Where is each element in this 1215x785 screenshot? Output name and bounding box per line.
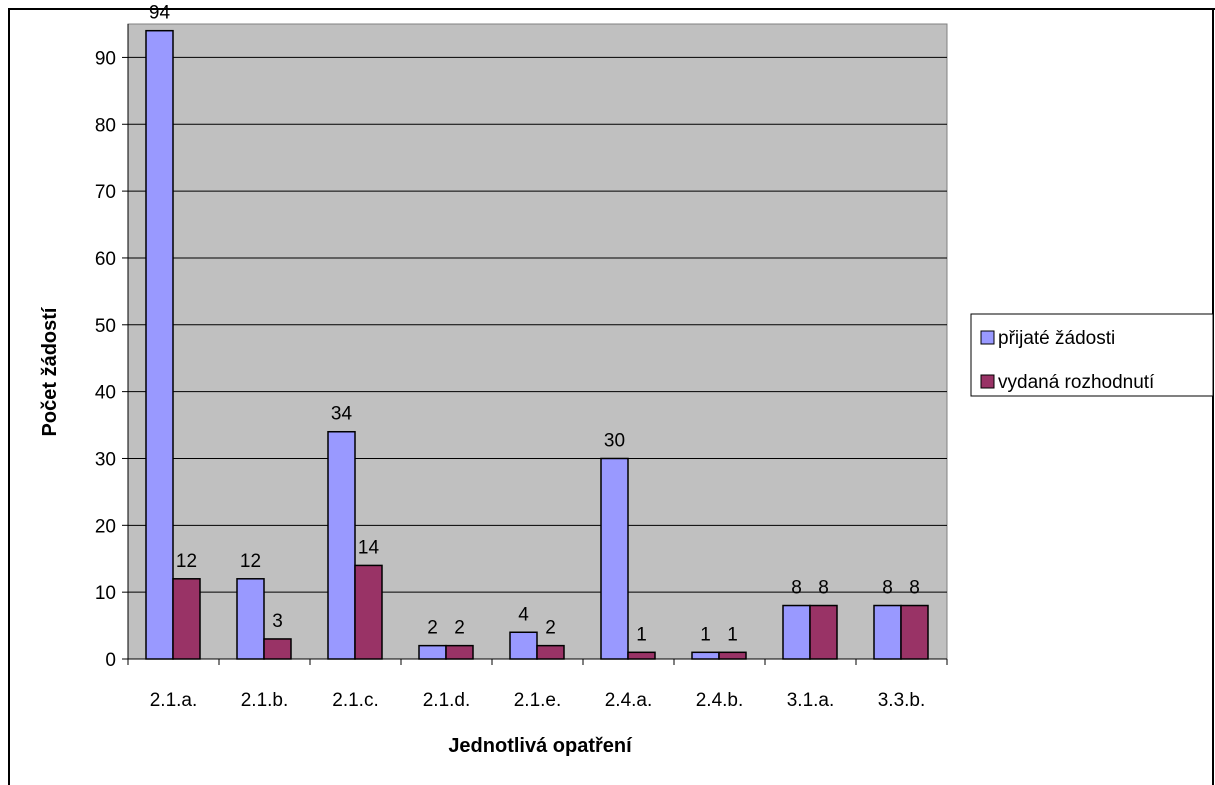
bar-vydana: [172, 578, 201, 660]
y-tick-label: 90: [95, 48, 116, 69]
bar-prijate: [145, 29, 174, 660]
tick-labels: 0 10 20 30 40 50 60 70 80 90 2.1.a. 2.1.b. 2.1.c. 2.1…: [95, 48, 925, 711]
data-label: 8: [882, 578, 893, 599]
y-axis-title: Počet žádostí: [39, 306, 61, 436]
x-axis-title: Jednotlivá opatření: [448, 735, 633, 757]
data-label: 1: [727, 624, 738, 645]
x-tick-label: 2.1.d.: [423, 690, 471, 711]
data-label: 1: [700, 624, 711, 645]
x-tick-label: 2.4.b.: [696, 690, 744, 711]
x-tick-label: 2.4.a.: [605, 690, 653, 711]
data-label: 34: [331, 404, 353, 425]
bar-prijate: [509, 631, 538, 660]
data-label: 4: [518, 604, 529, 625]
data-label: 2: [427, 618, 438, 639]
bar-vydana: [900, 604, 929, 660]
data-label: 1: [636, 624, 647, 645]
data-label: 2: [545, 618, 556, 639]
x-tick-label: 3.3.b.: [878, 690, 926, 711]
bar-prijate: [418, 644, 447, 660]
data-label: 8: [791, 578, 802, 599]
legend-swatch-prijate: [980, 330, 995, 345]
y-tick-label: 0: [105, 650, 116, 671]
legend-label-vydana: vydaná rozhodnutí: [998, 372, 1155, 393]
y-tick-label: 20: [95, 516, 116, 537]
data-label: 2: [454, 618, 465, 639]
bar-vydana: [354, 564, 383, 660]
gridlines: [128, 56, 947, 593]
plot-area: [127, 23, 948, 660]
x-tick-label: 3.1.a.: [787, 690, 835, 711]
data-label: 8: [909, 578, 920, 599]
legend: přijaté žádosti vydaná rozhodnutí: [970, 313, 1214, 397]
x-tick-label: 2.1.b.: [241, 690, 289, 711]
data-label: 8: [818, 578, 829, 599]
bar-prijate: [600, 457, 629, 660]
data-label: 12: [240, 551, 261, 572]
x-tick-label: 2.1.a.: [150, 690, 198, 711]
y-tick-label: 60: [95, 249, 116, 270]
bar-prijate: [236, 578, 265, 660]
y-tick-label: 40: [95, 383, 116, 404]
y-tick-label: 30: [95, 449, 116, 470]
bar-vydana: [445, 644, 474, 660]
x-tick-label: 2.1.e.: [514, 690, 562, 711]
data-label: 3: [272, 611, 283, 632]
data-label: 12: [176, 551, 197, 572]
y-tick-label: 10: [95, 583, 116, 604]
legend-label-prijate: přijaté žádosti: [998, 328, 1115, 349]
bar-prijate: [782, 604, 811, 660]
bar-vydana: [718, 651, 747, 660]
bar-vydana: [809, 604, 838, 660]
bar-prijate: [873, 604, 902, 660]
bar-vydana: [627, 651, 656, 660]
bars: [145, 29, 929, 660]
data-label: 30: [604, 430, 625, 451]
data-label: 14: [358, 537, 380, 558]
y-tick-label: 50: [95, 316, 116, 337]
axes: [122, 24, 948, 665]
y-tick-label: 70: [95, 182, 116, 203]
data-label: 94: [149, 3, 171, 24]
bar-vydana: [263, 638, 292, 660]
legend-swatch-vydana: [980, 374, 995, 389]
legend-box: [970, 313, 1214, 397]
bar-prijate: [327, 430, 356, 660]
bar-vydana: [536, 644, 565, 660]
bar-prijate: [691, 651, 720, 660]
x-tick-label: 2.1.c.: [332, 690, 378, 711]
y-tick-label: 80: [95, 115, 116, 136]
